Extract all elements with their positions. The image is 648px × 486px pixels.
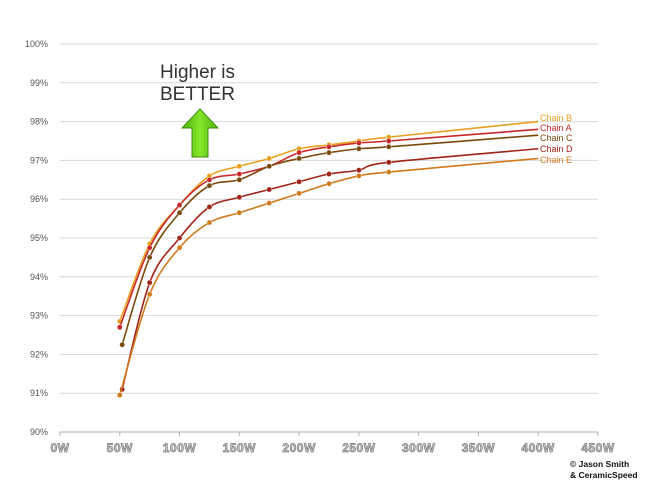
higher-is-better-annotation: Higher is BETTER: [160, 62, 235, 106]
x-tick-label: 200W: [282, 441, 316, 455]
data-point: [206, 204, 213, 210]
data-point: [206, 176, 213, 183]
x-tick-label: 400W: [522, 441, 556, 455]
data-point: [236, 209, 243, 216]
data-point: [266, 186, 273, 193]
series-label: Chain E: [540, 155, 572, 165]
y-tick-label: 91%: [30, 388, 48, 398]
data-point: [236, 176, 243, 183]
series-chain-a: [116, 128, 539, 331]
x-tick-label: 450W: [581, 441, 615, 455]
annotation-line-2: BETTER: [160, 84, 235, 105]
data-point: [236, 163, 243, 170]
series-label: Chain D: [540, 144, 573, 154]
data-point: [176, 209, 183, 216]
data-point: [116, 324, 123, 331]
y-axis-ticks: 90% 91% 92% 93% 94% 95% 96% 97% 98% 99% 100%: [25, 39, 48, 437]
data-point: [356, 173, 362, 179]
series-label: Chain A: [540, 123, 572, 133]
data-point: [385, 138, 392, 144]
x-axis: 0W 50W 100W 150W 200W 250W 300W 350W 400W 450W: [50, 431, 615, 455]
data-point: [296, 149, 302, 156]
data-point: [176, 202, 183, 208]
credit-line-2: & CeramicSpeed: [570, 470, 638, 480]
data-point: [296, 190, 302, 197]
data-point: [356, 145, 362, 152]
series-label: Chain B: [540, 113, 572, 123]
data-point: [296, 178, 302, 185]
data-point: [385, 169, 392, 175]
x-tick-label: 50W: [107, 441, 133, 455]
data-point: [356, 167, 362, 173]
data-point: [119, 341, 125, 348]
data-point: [146, 291, 153, 298]
data-point: [206, 219, 213, 226]
data-point: [385, 159, 392, 166]
up-arrow-icon: [181, 108, 219, 158]
credit-text: © Jason Smith & CeramicSpeed: [570, 459, 638, 481]
x-tick-label: 0W: [51, 441, 70, 455]
data-point: [146, 254, 153, 261]
data-point: [385, 144, 392, 150]
series-chain-d: [119, 147, 539, 393]
data-point: [326, 144, 332, 150]
data-point: [266, 155, 273, 162]
data-point: [356, 140, 362, 146]
data-point: [176, 244, 183, 251]
data-point: [146, 279, 153, 286]
data-point: [236, 171, 243, 177]
data-point: [146, 244, 153, 251]
y-tick-label: 99%: [30, 78, 48, 88]
x-tick-label: 150W: [223, 441, 257, 455]
y-tick-label: 96%: [30, 194, 48, 204]
data-point: [176, 235, 183, 241]
y-tick-label: 94%: [30, 272, 48, 282]
data-point: [206, 182, 213, 189]
x-tick-label: 350W: [462, 441, 496, 455]
x-tick-label: 250W: [342, 441, 376, 455]
y-tick-label: 90%: [30, 427, 48, 437]
data-point: [266, 163, 273, 170]
y-tick-label: 92%: [30, 349, 48, 359]
series-chain-c: [119, 134, 539, 348]
y-tick-label: 100%: [25, 39, 48, 49]
data-point: [326, 180, 332, 187]
series-line: [119, 128, 539, 328]
data-point: [266, 200, 273, 206]
series-line: [121, 134, 539, 345]
data-point: [296, 155, 302, 162]
series-chain-e: [116, 157, 539, 398]
gridlines: [60, 43, 598, 433]
credit-line-1: © Jason Smith: [570, 459, 630, 469]
y-tick-label: 98%: [30, 117, 48, 127]
plot-area: [116, 120, 539, 398]
series-label: Chain C: [540, 133, 573, 143]
x-tick-label: 100W: [163, 441, 197, 455]
annotation-line-1: Higher is: [160, 62, 235, 83]
y-tick-label: 93%: [30, 311, 48, 321]
data-point: [326, 149, 332, 156]
data-point: [116, 392, 123, 398]
x-tick-label: 300W: [402, 441, 436, 455]
data-point: [236, 194, 243, 201]
data-point: [326, 171, 332, 177]
y-tick-label: 95%: [30, 233, 48, 243]
y-tick-label: 97%: [30, 155, 48, 165]
